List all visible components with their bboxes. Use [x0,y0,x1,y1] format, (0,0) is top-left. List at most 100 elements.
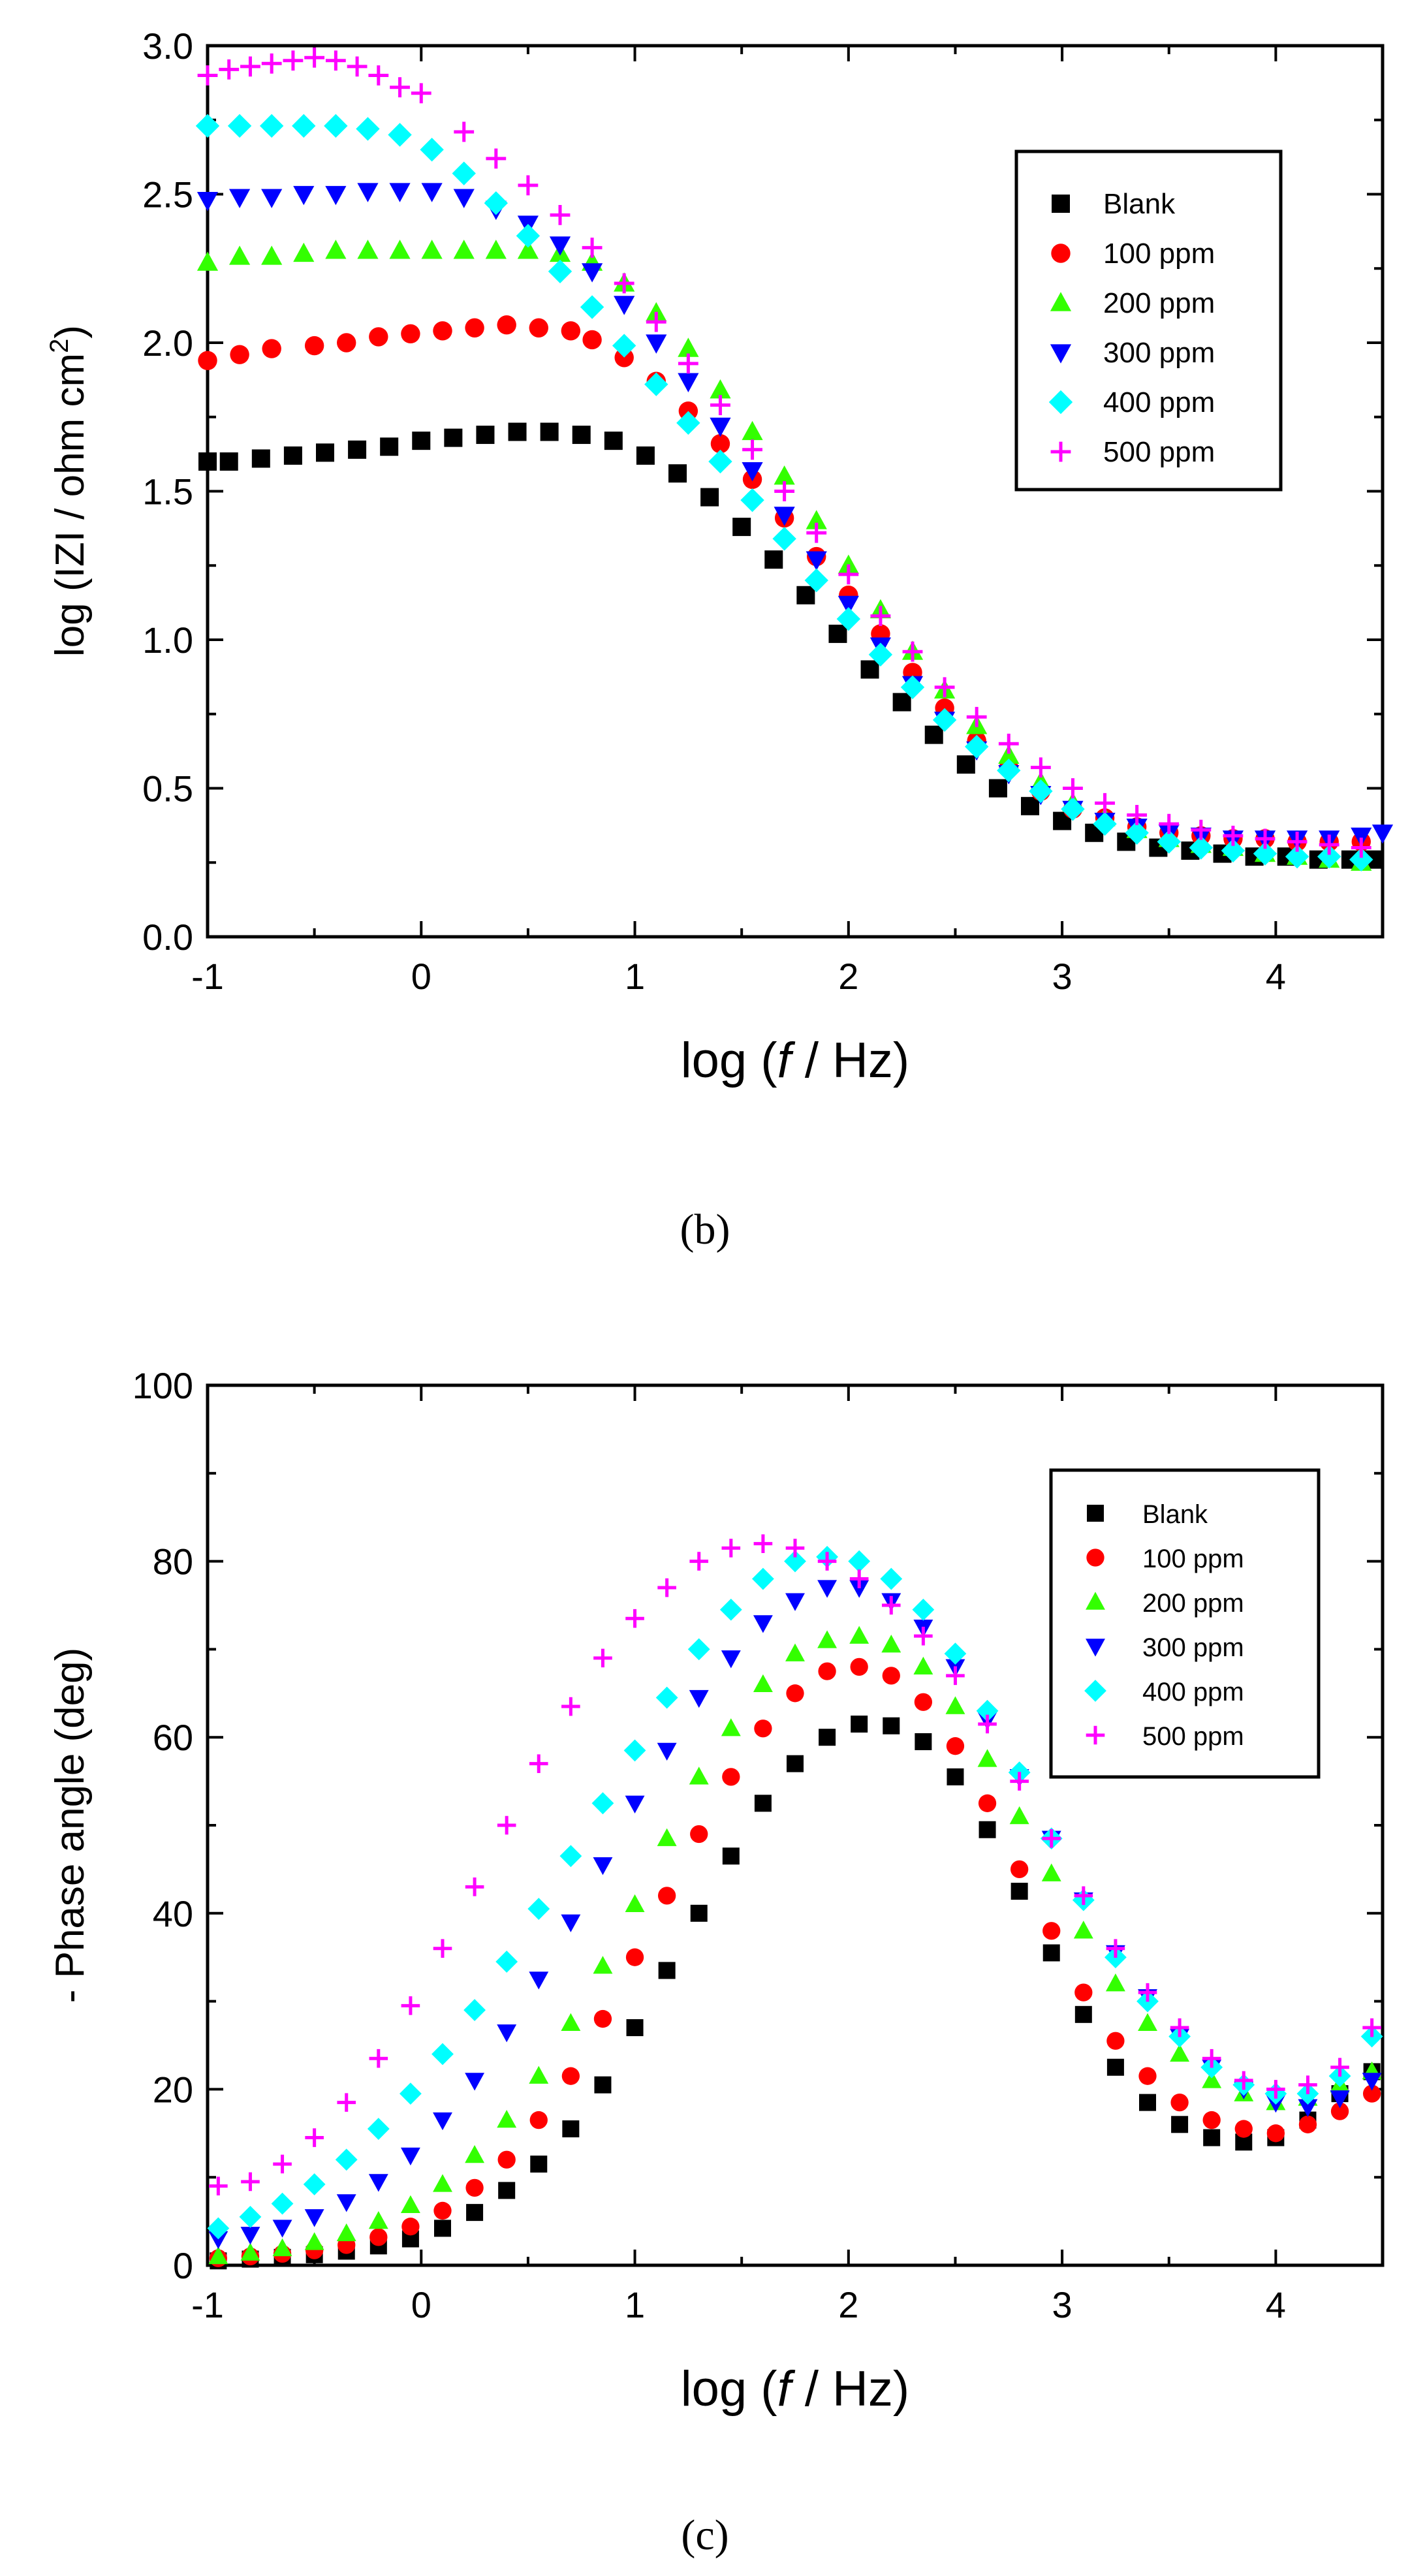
data-point [1351,827,1372,847]
data-point [689,1552,709,1571]
data-point [806,510,827,529]
data-point [241,2172,260,2191]
data-point [549,236,571,256]
data-point [433,2174,452,2192]
chart-b-legend-box [1014,149,1283,492]
y-tick-label: 1.5 [142,471,193,512]
data-point [369,2228,388,2246]
data-point [690,1904,708,1922]
y-tick-label: 1.0 [142,620,193,661]
chart-c-x-axis-title: log (f / Hz) [681,2361,910,2417]
chart-b-y-axis-title: log (IZI / ohm cm2) [45,325,93,657]
data-point [849,1580,870,1598]
data-point [947,1768,964,1785]
data-point [804,568,828,593]
data-point [261,53,282,74]
data-point [240,2242,260,2261]
data-point [849,1569,869,1588]
data-point [259,114,284,138]
legend-label: Blank [1103,188,1176,220]
data-point [978,1794,997,1812]
data-point [1330,2058,1349,2077]
data-point [1041,1863,1061,1881]
data-point [304,47,325,68]
legend-marker [1084,1680,1106,1702]
data-point [818,1662,836,1680]
data-point [1202,2049,1221,2068]
data-point [913,1656,933,1675]
data-point [433,2112,452,2131]
data-point [412,432,431,450]
data-point [719,1598,742,1621]
data-point [369,2049,388,2068]
chart-b-xlabel-post: / Hz) [791,1033,910,1088]
data-point [304,2232,324,2250]
data-point [593,1648,612,1668]
legend-marker [1048,390,1073,415]
data-point [966,706,987,727]
legend-marker [1086,1548,1104,1567]
data-point [722,1847,740,1865]
data-point [195,114,220,138]
data-point [1317,844,1341,869]
chart-c-x-tick-labels: -1 0 1 2 3 4 [191,2284,1286,2325]
data-point [572,426,591,445]
data-point [860,660,879,679]
data-point [411,83,431,104]
data-point [357,240,379,259]
data-point [721,1718,741,1736]
data-point [838,564,859,585]
data-point [356,117,380,141]
data-point [1349,847,1373,872]
data-point [476,426,495,445]
y-tick-label: 100 [133,1365,193,1406]
chart-b-xlabel-pre: log ( [681,1033,777,1088]
data-point [1061,797,1085,821]
data-point [604,432,623,450]
chart-b-data-points [195,47,1394,872]
data-point [271,2192,294,2215]
data-point [657,1578,676,1597]
legend-label: 400 ppm [1103,386,1215,418]
data-point [1009,1806,1029,1825]
y-tick-label: 2.0 [142,322,193,364]
legend-label: 300 ppm [1142,1633,1244,1662]
x-tick-label: 3 [1052,956,1073,997]
chart-b-ylabel-main: log (IZI / ohm cm [48,353,93,657]
data-point [828,624,847,643]
data-point [1298,2075,1317,2094]
data-point [196,192,219,212]
data-point [1362,2018,1381,2037]
data-point [273,2154,292,2174]
data-point [325,240,347,259]
legend-label: 200 ppm [1103,287,1215,319]
data-point [431,2043,454,2066]
data-point [400,2195,420,2214]
data-point [646,302,667,322]
data-point [1351,838,1371,858]
data-point [324,114,348,138]
data-point [293,185,315,206]
chart-b-ylabel-close: ) [48,325,93,339]
data-point [465,318,484,338]
data-point [335,2148,358,2171]
data-point [465,2178,484,2197]
data-point [806,551,827,571]
data-point [742,462,763,482]
data-point [772,527,796,551]
data-point [1139,2094,1156,2111]
data-point [401,1996,420,2015]
data-point [465,2144,485,2163]
data-point [784,1550,806,1573]
data-point [658,1962,676,1979]
data-point [753,1534,773,1553]
data-point [998,744,1020,764]
data-point [1298,2115,1317,2133]
chart-c-xlabel-pre: log ( [681,2361,777,2417]
data-point [754,1720,772,1738]
data-point [1362,2073,1382,2091]
data-point [1170,2043,1190,2062]
data-point [1202,2111,1221,2129]
data-point [561,2013,581,2031]
